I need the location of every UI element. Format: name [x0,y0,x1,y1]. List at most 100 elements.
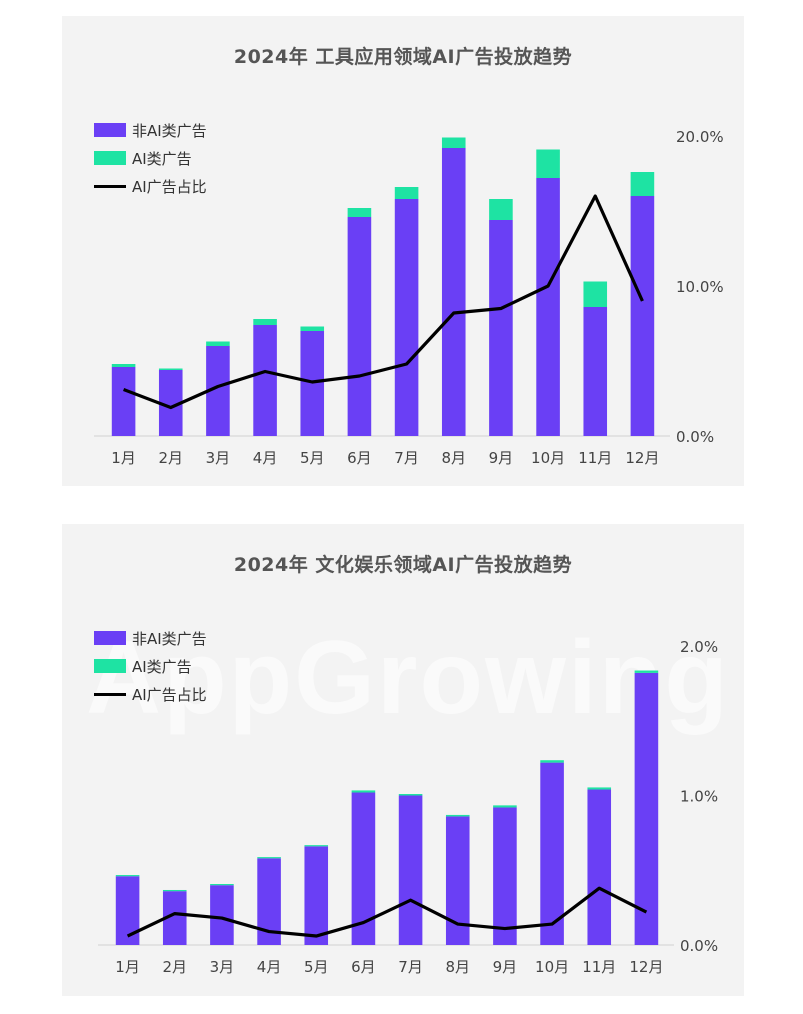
y2-tick-label: 0.0% [680,937,718,955]
bar-ai [304,845,329,847]
legend-item-ratio: AI广告占比 [94,680,207,708]
legend-label: AI类广告 [132,657,192,676]
bar-ai [351,790,376,793]
bar-ai [206,341,230,346]
chart-panel-tools: 2024年 工具应用领域AI广告投放趋势 1月 2月 3月 4月 5月 6月 7月 8月 9月 1… [62,16,744,486]
bar-non-ai [540,762,564,945]
legend-item-non-ai: 非AI类广告 [94,116,207,144]
x-tick-label: 12月 [625,449,659,467]
bar-ai [536,149,560,178]
legend: 非AI类广告 AI类广告 AI广告占比 [94,116,207,200]
x-tick-label: 8月 [445,958,470,976]
bar-non-ai [206,346,230,436]
x-tick-label: 4月 [257,958,282,976]
bar-ai [394,187,419,199]
legend-swatch-ai [94,151,126,165]
y2-tick-label: 10.0% [676,278,724,296]
bar-ai [445,814,470,817]
legend-item-ai: AI类广告 [94,652,207,680]
chart-plot-entertainment: 1月 2月 3月 4月 5月 6月 7月 8月 9月 10月 11月 12月 0.0% 1.0% 2.0% [98,638,718,976]
ratio-line [126,886,648,938]
bar-ai [300,326,325,331]
legend-label: AI类广告 [132,149,192,168]
bar-non-ai [394,199,419,436]
bar-ai [493,805,517,808]
legend-item-ratio: AI广告占比 [94,172,207,200]
legend-label: AI广告占比 [132,685,207,704]
bar-non-ai [583,307,608,436]
legend-label: 非AI类广告 [132,121,207,140]
legend: 非AI类广告 AI类广告 AI广告占比 [94,624,207,708]
bar-ai [398,794,423,796]
legend-swatch-non-ai [94,123,126,137]
x-tick-label: 1月 [111,449,136,467]
legend-item-non-ai: 非AI类广告 [94,624,207,652]
bar-ai [347,208,372,217]
legend-label: 非AI类广告 [132,629,207,648]
y2-tick-label: 20.0% [676,128,724,146]
x-tick-label: 8月 [441,449,466,467]
bar-ai [441,137,466,148]
bar-non-ai [158,370,183,436]
chart-panel-entertainment: 2024年 文化娱乐领域AI广告投放趋势 AppGrowing 1月 2月 3月 4月… [62,524,744,996]
bar-ai [587,787,612,790]
legend-item-ai: AI类广告 [94,144,207,172]
bar-non-ai [304,846,329,945]
x-tick-label: 12月 [629,958,663,976]
legend-swatch-ratio [94,692,126,696]
bar-non-ai [634,672,659,945]
bar-ai [583,281,608,307]
bar-non-ai [115,876,140,945]
x-tick-label: 6月 [347,449,372,467]
bar-ai [634,670,659,673]
x-tick-label: 11月 [582,958,616,976]
x-tick-label: 3月 [206,449,231,467]
x-tick-label: 4月 [253,449,278,467]
x-tick-label: 11月 [578,449,612,467]
bar-non-ai [445,816,470,945]
bar-ai [257,857,281,859]
bar-non-ai [257,858,281,945]
bar-non-ai [441,148,466,436]
bar-non-ai [536,178,560,436]
bar-ai [111,364,136,367]
legend-swatch-ai [94,659,126,673]
bar-non-ai [489,220,513,436]
chart-plot-tools: 1月 2月 3月 4月 5月 6月 7月 8月 9月 10月 11月 12月 0.0% 10.0% 20.0… [94,128,724,467]
bar-non-ai [162,891,187,945]
bar-non-ai [111,367,136,436]
x-tick-label: 2月 [158,449,183,467]
ratio-line [123,194,644,410]
y2-tick-label: 1.0% [680,788,718,806]
bar-non-ai [210,885,234,945]
x-tick-label: 6月 [351,958,376,976]
x-tick-label: 3月 [210,958,235,976]
x-tick-label: 9月 [493,958,518,976]
x-tick-label: 1月 [115,958,140,976]
bar-ai [210,884,234,886]
x-tick-label: 5月 [304,958,329,976]
x-tick-label: 7月 [394,449,419,467]
x-tick-label: 10月 [531,449,565,467]
x-tick-label: 5月 [300,449,325,467]
legend-swatch-non-ai [94,631,126,645]
bar-ai [489,199,513,220]
y2-tick-label: 0.0% [676,428,714,446]
bar-non-ai [347,217,372,436]
bar-non-ai [493,807,517,945]
legend-label: AI广告占比 [132,177,207,196]
bar-ai [253,319,277,325]
x-tick-label: 2月 [162,958,187,976]
x-tick-label: 7月 [398,958,423,976]
bar-ai [115,875,140,877]
bar-ai [158,368,183,370]
chart-title: 2024年 工具应用领域AI广告投放趋势 [233,46,573,68]
bar-ai [162,889,187,892]
y2-tick-label: 2.0% [680,638,718,656]
bar-non-ai [587,789,612,945]
bar-ai [630,172,655,196]
legend-swatch-ratio [94,184,126,188]
bar-ai [540,760,564,763]
chart-title: 2024年 文化娱乐领域AI广告投放趋势 [233,554,573,576]
bar-non-ai [351,792,376,945]
